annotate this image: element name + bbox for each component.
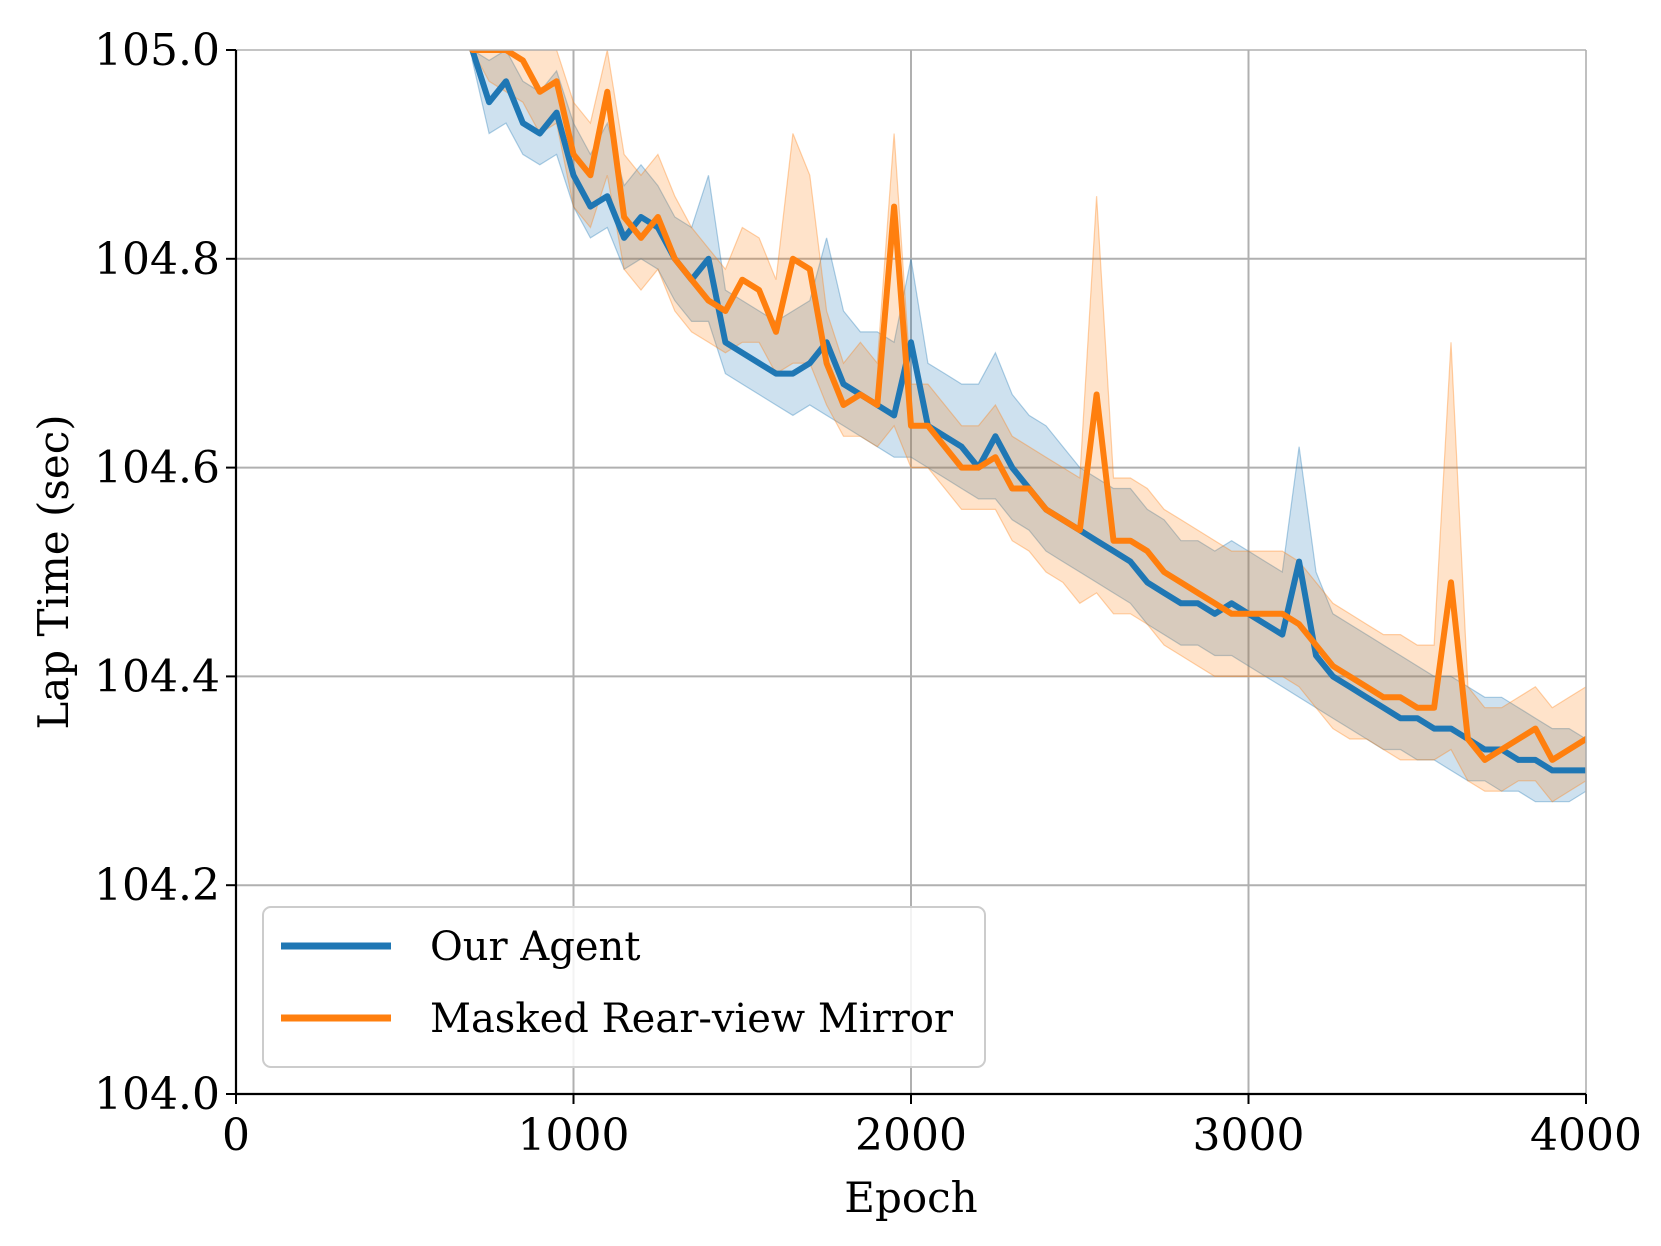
legend-label-our-agent: Our Agent xyxy=(430,924,640,970)
x-axis-label: Epoch xyxy=(844,1173,977,1222)
y-tick-label: 104.6 xyxy=(94,443,220,494)
legend-label-masked-rear-view-mirror: Masked Rear-view Mirror xyxy=(430,996,954,1042)
y-tick-label: 104.4 xyxy=(94,651,220,702)
x-tick-label: 0 xyxy=(222,1110,250,1161)
y-tick-label: 104.2 xyxy=(94,860,220,911)
y-tick-label: 105.0 xyxy=(94,25,220,76)
x-tick-label: 4000 xyxy=(1530,1110,1642,1161)
grid xyxy=(236,50,1586,1094)
series-line-masked-rear-view-mirror xyxy=(469,50,1586,763)
x-tick-label: 1000 xyxy=(518,1110,630,1161)
confidence-bands xyxy=(471,50,1586,803)
x-tick-label: 2000 xyxy=(855,1110,967,1161)
series-lines xyxy=(469,50,1586,774)
legend-box xyxy=(262,906,986,1068)
x-tick-label: 3000 xyxy=(1193,1110,1305,1161)
legend: Our Agent Masked Rear-view Mirror xyxy=(262,906,986,1068)
x-axis-ticks: 0 1000 2000 3000 4000 xyxy=(222,1094,1642,1161)
y-axis-ticks: 104.0 104.2 104.4 104.6 104.8 105.0 xyxy=(94,25,236,1120)
y-tick-label: 104.8 xyxy=(94,234,220,285)
y-axis-label: Lap Time (sec) xyxy=(29,414,78,729)
y-tick-label: 104.0 xyxy=(94,1069,220,1120)
